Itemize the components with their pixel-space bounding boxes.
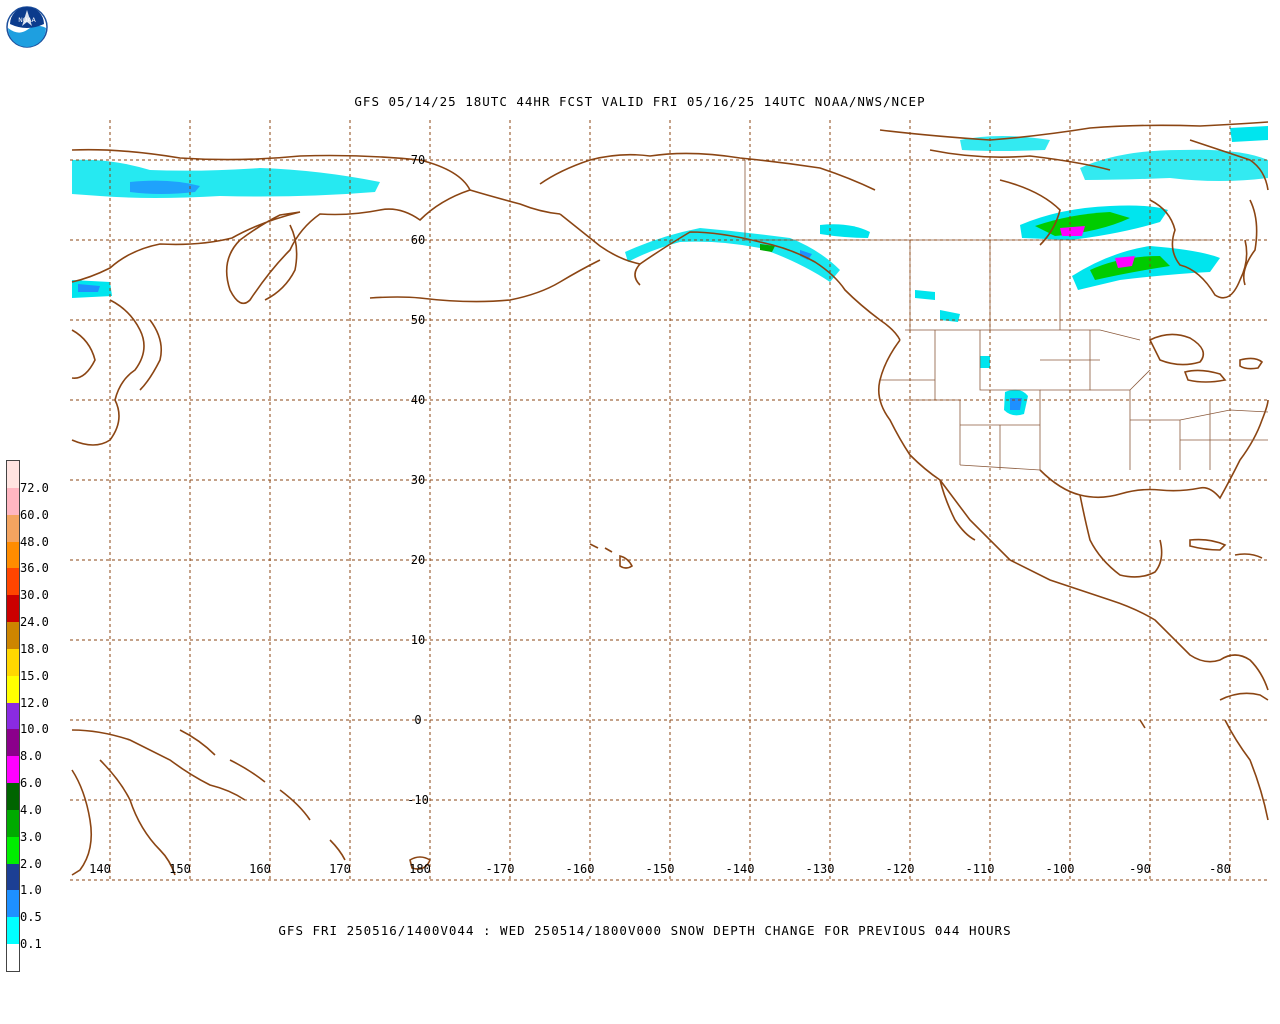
longitude-labels: 140 150 160 170 180 -170 -160 -150 -140 -130 -120 -… [89, 862, 1231, 876]
legend-swatch [7, 944, 19, 972]
logo-text: NOAA [18, 17, 36, 24]
legend-label: 36.0 [20, 561, 49, 576]
longitude-label: 160 [249, 862, 271, 876]
map-title: GFS 05/14/25 18UTC 44HR FCST VALID FRI 0… [354, 94, 926, 109]
legend-label: 1.0 [20, 883, 42, 898]
legend-swatch [7, 917, 19, 945]
legend-swatch [7, 568, 19, 596]
lat-lon-grid [70, 120, 1270, 881]
legend-swatch [7, 595, 19, 623]
legend-swatch [7, 648, 19, 677]
latitude-label: -10 [407, 793, 429, 807]
legend-swatch [7, 702, 19, 730]
legend-label: 24.0 [20, 615, 49, 630]
latitude-label: 70 [411, 153, 425, 167]
legend-swatch [7, 541, 19, 569]
latitude-label: 20 [411, 553, 425, 567]
legend-label: 18.0 [20, 641, 49, 656]
longitude-label: -100 [1046, 862, 1075, 876]
legend-swatch [7, 514, 19, 542]
longitude-label: -80 [1209, 862, 1231, 876]
legend-label: 72.0 [20, 480, 49, 495]
longitude-label: -150 [646, 862, 675, 876]
latitude-label: 40 [411, 393, 425, 407]
legend-swatch [7, 863, 19, 891]
legend-swatch [7, 756, 19, 784]
legend-label: 15.0 [20, 668, 49, 683]
latitude-label: 30 [411, 473, 425, 487]
legend-swatch [7, 729, 19, 757]
map-caption: GFS FRI 250516/1400V044 : WED 250514/180… [278, 923, 1012, 938]
legend-label: 60.0 [20, 507, 49, 522]
longitude-label: -110 [966, 862, 995, 876]
legend-label: 30.0 [20, 588, 49, 603]
legend-label: 0.5 [20, 910, 42, 925]
legend-label: 4.0 [20, 802, 42, 817]
legend-label: 2.0 [20, 856, 42, 871]
longitude-label: -170 [486, 862, 515, 876]
longitude-label: 170 [329, 862, 351, 876]
latitude-labels: 70 60 50 40 30 20 10 0 -10 [407, 153, 429, 807]
noaa-logo: NOAA [6, 6, 48, 48]
legend-swatch [7, 622, 19, 650]
longitude-label: 150 [169, 862, 191, 876]
legend-label: 6.0 [20, 776, 42, 791]
latitude-label: 50 [411, 313, 425, 327]
longitude-label: -90 [1129, 862, 1151, 876]
snow-depth-shading [72, 126, 1268, 416]
legend-label: 0.1 [20, 937, 42, 952]
legend-label: 48.0 [20, 534, 49, 549]
longitude-label: 180 [409, 862, 431, 876]
legend-label: 10.0 [20, 722, 49, 737]
longitude-label: -140 [726, 862, 755, 876]
legend-label: 8.0 [20, 749, 42, 764]
latitude-label: 10 [411, 633, 425, 647]
legend-swatch [7, 487, 19, 516]
political-borders [744, 160, 1269, 471]
legend-swatch [7, 783, 19, 811]
legend-swatch [7, 836, 19, 865]
latitude-label: 0 [414, 713, 421, 727]
longitude-label: -130 [806, 862, 835, 876]
longitude-label: -160 [566, 862, 595, 876]
legend-swatch [7, 809, 19, 838]
legend-swatch [7, 675, 19, 704]
longitude-label: -120 [886, 862, 915, 876]
legend-label: 12.0 [20, 695, 49, 710]
color-legend [6, 460, 20, 972]
legend-label: 3.0 [20, 829, 42, 844]
latitude-label: 60 [411, 233, 425, 247]
longitude-label: 140 [89, 862, 111, 876]
legend-swatch [7, 890, 19, 918]
legend-swatch [7, 461, 19, 489]
